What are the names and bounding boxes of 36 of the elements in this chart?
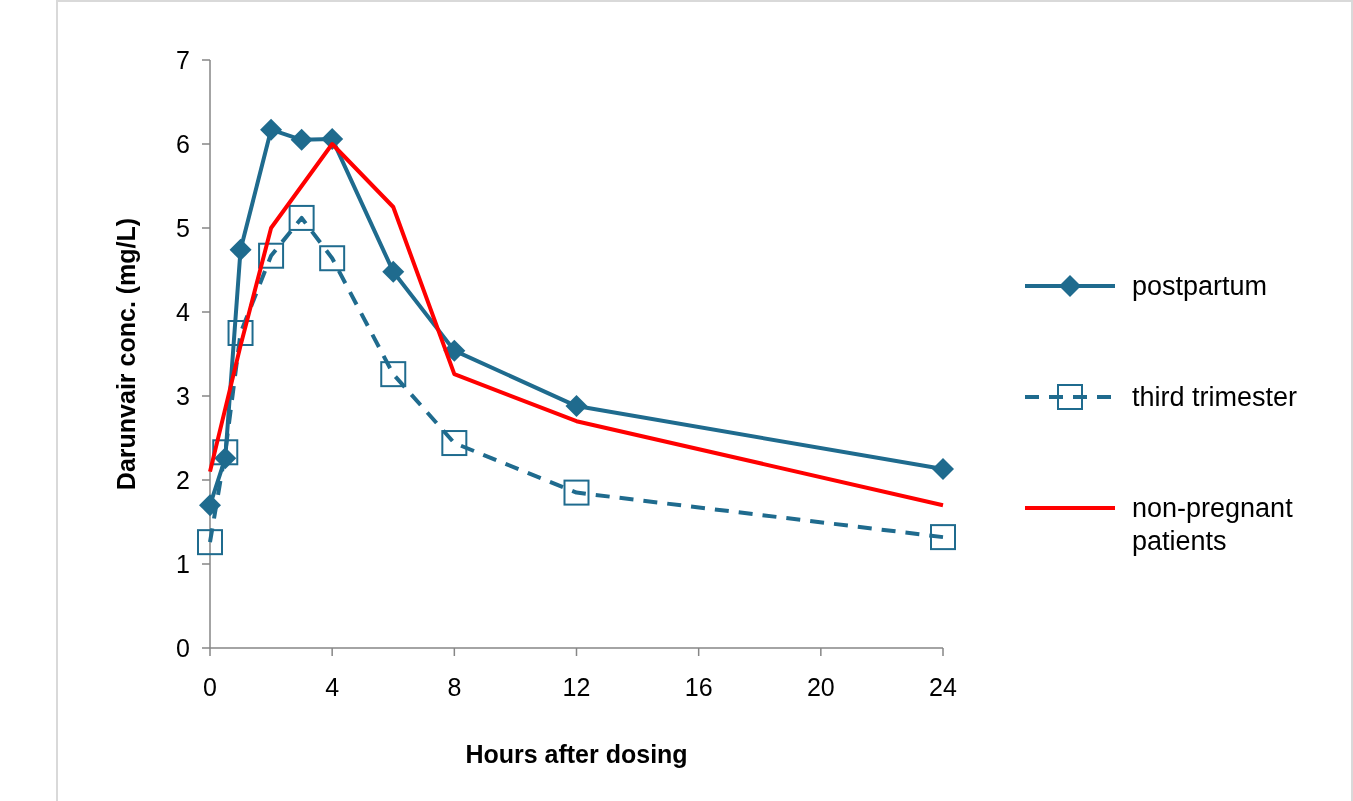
y-tick-label: 0 bbox=[176, 633, 190, 662]
point bbox=[288, 204, 315, 231]
x-tick-label: 24 bbox=[929, 673, 957, 701]
point bbox=[565, 395, 588, 418]
x-tick-label: 20 bbox=[806, 673, 835, 701]
x-tick-label: 8 bbox=[447, 673, 462, 701]
y-tick-label: 1 bbox=[176, 549, 190, 578]
y-tick-label: 6 bbox=[176, 129, 190, 158]
point bbox=[229, 238, 252, 261]
point bbox=[260, 118, 283, 141]
x-tick-label: 16 bbox=[684, 673, 713, 701]
y-tick-label: 2 bbox=[176, 465, 190, 494]
legend-label: third trimester bbox=[1132, 382, 1298, 413]
point bbox=[197, 529, 223, 556]
y-tick-label: 7 bbox=[176, 45, 190, 74]
point bbox=[380, 361, 407, 388]
point bbox=[563, 479, 590, 506]
point bbox=[212, 439, 239, 466]
y-tick-label: 5 bbox=[176, 213, 190, 242]
x-tick-label: 12 bbox=[562, 673, 591, 701]
legend-label: non-pregnant patients bbox=[1132, 493, 1294, 556]
y-tick-label: 4 bbox=[176, 297, 191, 326]
point bbox=[290, 128, 313, 151]
x-tick-label: 0 bbox=[203, 673, 217, 701]
point bbox=[227, 320, 254, 346]
point bbox=[319, 245, 346, 272]
x-axis-title: Hours after dosing bbox=[465, 740, 688, 768]
point bbox=[382, 260, 405, 283]
y-tick-label: 3 bbox=[176, 381, 190, 410]
point bbox=[441, 430, 468, 457]
point bbox=[930, 524, 956, 551]
point bbox=[258, 242, 285, 269]
x-tick-label: 4 bbox=[325, 673, 340, 701]
legend-label: postpartum bbox=[1132, 271, 1268, 302]
y-axis-title: Darunvair conc. (mg/L) bbox=[112, 217, 140, 491]
point bbox=[932, 458, 954, 481]
